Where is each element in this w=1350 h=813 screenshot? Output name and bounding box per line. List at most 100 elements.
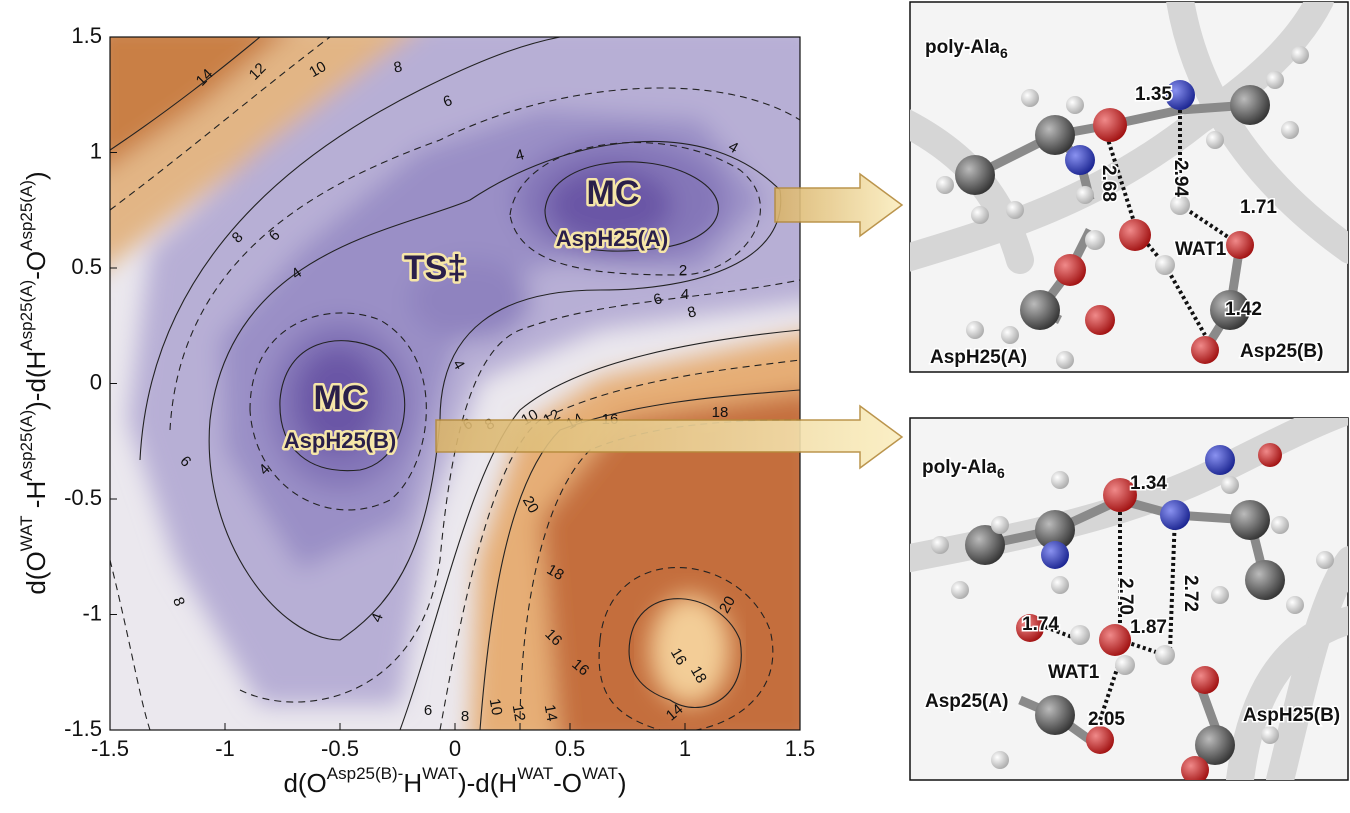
y-tick-label: -1	[82, 600, 102, 625]
atom	[1035, 695, 1075, 735]
x-tick-label: -1	[215, 736, 235, 761]
atom	[1155, 255, 1175, 275]
energy-surface	[90, 20, 820, 750]
x-axis-label: d(OAsp25(B)-HWAT)-d(HWAT-OWAT)	[283, 764, 626, 797]
atom	[1266, 71, 1284, 89]
y-tick-label: -1.5	[64, 716, 102, 741]
atom	[936, 176, 954, 194]
atom	[1258, 443, 1282, 467]
superscript: WAT	[17, 515, 36, 551]
atom	[1191, 336, 1219, 364]
title-subscript: 6	[1000, 45, 1008, 61]
atom	[1041, 541, 1069, 569]
structure-label: 1.35	[1135, 84, 1172, 105]
atom	[1085, 305, 1115, 335]
contour-label: 18	[712, 404, 729, 421]
atom	[1099, 624, 1131, 656]
y-tick-label: -0.5	[64, 485, 102, 510]
atom	[1205, 445, 1235, 475]
annotation: AspH25(B)	[284, 428, 396, 453]
atom	[1206, 131, 1224, 149]
atom	[1054, 254, 1086, 286]
y-axis-label: d(OWAT -HAsp25(A))-d(HAsp25(A)-OAsp25(A)…	[17, 171, 50, 594]
label-part: )	[21, 171, 51, 180]
atom	[1020, 290, 1060, 330]
atom	[1221, 476, 1239, 494]
atom	[1316, 551, 1334, 569]
structure-label: Asp25(A)	[925, 691, 1008, 712]
atom	[1170, 195, 1190, 215]
structure-label: 1.34	[1130, 473, 1167, 494]
atom	[1245, 560, 1285, 600]
superscript: Asp25(B)-	[327, 764, 404, 783]
x-tick-label: 1.5	[785, 736, 816, 761]
atom	[1093, 108, 1127, 142]
contour-label: 10	[486, 697, 506, 716]
superscript: Asp25(A)	[17, 180, 36, 251]
annotation: AspH25(A)	[556, 226, 668, 251]
atom	[1051, 576, 1069, 594]
structure-label: AspH25(A)	[930, 347, 1027, 368]
atom	[1051, 471, 1069, 489]
superscript: WAT	[582, 764, 618, 783]
structure-label: WAT1	[1048, 662, 1100, 683]
title-subscript: 6	[997, 465, 1005, 481]
title-text: poly-Ala	[925, 37, 1000, 58]
atom	[1066, 96, 1084, 114]
atom	[951, 581, 969, 599]
label-part: H	[403, 768, 422, 798]
structure-label: 2.05	[1088, 709, 1125, 730]
atom	[1086, 726, 1114, 754]
structure-label: 2.70	[1115, 578, 1136, 615]
x-tick-label: 0	[449, 736, 461, 761]
page: {"chart_data": {"type": "contour", "xlab…	[0, 0, 1350, 808]
label-part: )-d(H	[21, 351, 51, 410]
atom	[1065, 145, 1095, 175]
label-part: -O	[553, 768, 582, 798]
annotation: TS‡	[404, 249, 466, 287]
label-part: d(O	[283, 768, 326, 798]
atom	[1230, 85, 1270, 125]
y-tick-label: 0.5	[71, 254, 102, 279]
structure-label: 1.71	[1240, 197, 1277, 218]
superscript: WAT	[517, 764, 553, 783]
atom	[1191, 666, 1219, 694]
structure-label: Asp25(B)	[1240, 341, 1323, 362]
contour-label: 8	[461, 708, 469, 725]
atom	[1230, 500, 1270, 540]
structure-label: 2.72	[1180, 575, 1201, 612]
label-part: )-d(H	[458, 768, 517, 798]
label-part: -H	[21, 481, 51, 516]
atom	[931, 536, 949, 554]
superscript: WAT	[422, 764, 458, 783]
atom	[1021, 89, 1039, 107]
atom	[1160, 500, 1190, 530]
label-part: d(O	[21, 551, 51, 594]
atom	[991, 751, 1009, 769]
atom	[1226, 231, 1254, 259]
annotation: MC	[587, 174, 640, 212]
atom	[1076, 186, 1094, 204]
superscript: Asp25(A)	[17, 410, 36, 481]
structure-label: 2.94	[1170, 160, 1191, 197]
atom	[1181, 756, 1209, 784]
figure: -1.5-1-0.500.511.5-1.5-1-0.500.511.5 d(O…	[0, 0, 1350, 808]
x-tick-label: 0.5	[555, 736, 586, 761]
y-tick-label: 0	[90, 369, 102, 394]
y-tick-label: 1.5	[71, 23, 102, 48]
atom	[1271, 516, 1289, 534]
atom	[955, 155, 995, 195]
x-tick-label: 1	[679, 736, 691, 761]
atom	[1281, 121, 1299, 139]
contour-label: 4	[681, 286, 689, 303]
label-part: -O	[21, 251, 51, 280]
panel-title: poly-Ala6	[922, 457, 1005, 481]
contour-label: 12	[509, 703, 529, 722]
x-tick-label: -0.5	[321, 736, 359, 761]
structure-label: 1.87	[1130, 617, 1167, 638]
atom	[1155, 645, 1175, 665]
annotation: MC	[314, 379, 367, 417]
atom	[966, 321, 984, 339]
atom	[1291, 46, 1309, 64]
